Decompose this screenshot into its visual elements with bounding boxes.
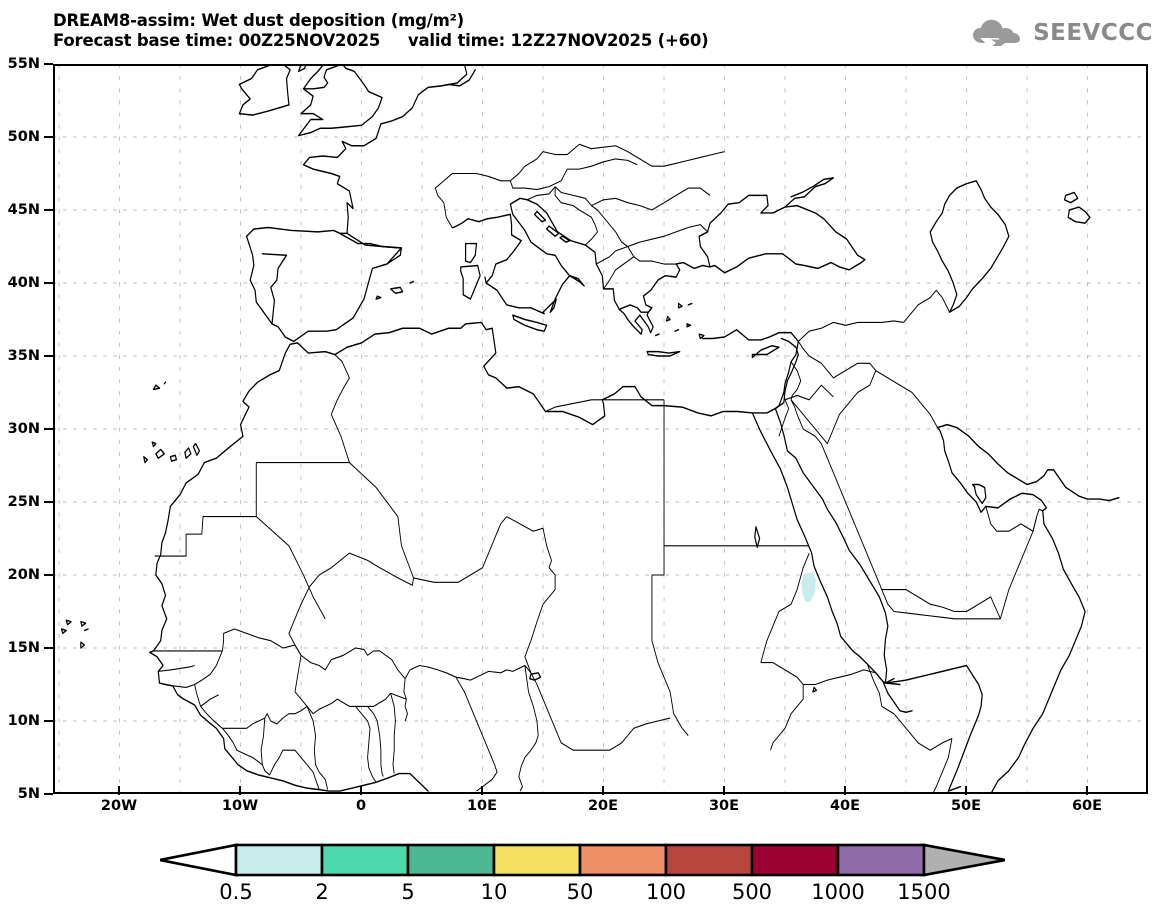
colorbar-tick-label: 10 — [480, 880, 508, 904]
chart-title-block: DREAM8-assim: Wet dust deposition (mg/m²… — [53, 11, 709, 51]
x-tick-mark — [602, 786, 604, 795]
colorbar-segment-5-10 — [406, 843, 496, 877]
x-tick-label: 10W — [221, 798, 259, 814]
x-tick-label: 60E — [1071, 798, 1103, 814]
colorbar-tick-label: 0.5 — [219, 880, 253, 904]
x-tick-mark — [965, 786, 967, 795]
y-tick-mark — [44, 428, 53, 430]
y-tick-label: 55N — [7, 56, 40, 72]
colorbar-tick-label: 100 — [645, 880, 687, 904]
seevccc-logo: SEEVCCC — [971, 16, 1153, 50]
x-tick-label: 20W — [100, 798, 138, 814]
y-tick-label: 25N — [7, 494, 40, 510]
x-tick-label: 30E — [708, 798, 740, 814]
colorbar-tick-label: 5 — [401, 880, 415, 904]
colorbar-tick-label: 50 — [566, 880, 594, 904]
colorbar-segment-10-50 — [492, 843, 582, 877]
colorbar[interactable]: 0.5 2 5 10 50 100 500 1000 1500 — [160, 843, 1005, 904]
y-tick-mark — [44, 720, 53, 722]
x-tick-label: 0 — [355, 798, 367, 814]
y-tick-mark — [44, 355, 53, 357]
chart-subtitle: Forecast base time: 00Z25NOV2025 valid t… — [53, 31, 709, 50]
colorbar-segment-1000-1500 — [836, 843, 926, 877]
y-tick-label: 20N — [7, 567, 40, 583]
x-tick-label: 40E — [829, 798, 861, 814]
map-canvas — [53, 64, 1148, 794]
cloud-arrow-icon — [973, 19, 1021, 47]
coastlines — [60, 64, 1120, 794]
logo-text: SEEVCCC — [1033, 20, 1153, 46]
colorbar-tick-label: 1000 — [811, 880, 865, 904]
x-tick-mark — [481, 786, 483, 795]
y-tick-label: 5N — [17, 786, 40, 802]
x-tick-mark — [1086, 786, 1088, 795]
colorbar-tick-label: 1500 — [897, 880, 951, 904]
y-tick-label: 45N — [7, 202, 40, 218]
y-tick-mark — [44, 574, 53, 576]
x-tick-label: 20E — [587, 798, 619, 814]
page-title: DREAM8-assim: Wet dust deposition (mg/m²… — [53, 11, 464, 30]
colorbar-over-arrow — [922, 843, 1005, 877]
y-tick-label: 35N — [7, 348, 40, 364]
y-tick-label: 50N — [7, 129, 40, 145]
y-tick-mark — [44, 501, 53, 503]
y-tick-label: 15N — [7, 640, 40, 656]
colorbar-segment-2-5 — [320, 843, 410, 877]
x-tick-label: 50E — [950, 798, 982, 814]
y-tick-mark — [44, 647, 53, 649]
x-tick-mark — [239, 786, 241, 795]
y-tick-mark — [44, 63, 53, 65]
y-tick-label: 30N — [7, 421, 40, 437]
y-tick-mark — [44, 136, 53, 138]
colorbar-segment-500-1000 — [750, 843, 840, 877]
deposition-data-layer — [801, 572, 816, 603]
colorbar-segment-50-100 — [578, 843, 668, 877]
x-tick-mark — [723, 786, 725, 795]
y-tick-mark — [44, 209, 53, 211]
map-plot-area[interactable] — [53, 64, 1148, 794]
colorbar-segment-0.5-2 — [234, 843, 324, 877]
y-tick-mark — [44, 793, 53, 795]
x-tick-mark — [360, 786, 362, 795]
x-tick-mark — [844, 786, 846, 795]
y-tick-mark — [44, 282, 53, 284]
x-tick-label: 10E — [466, 798, 498, 814]
colorbar-under-arrow — [160, 843, 238, 877]
colorbar-swatches — [160, 843, 1005, 877]
y-tick-label: 10N — [7, 713, 40, 729]
x-tick-mark — [118, 786, 120, 795]
deposition-patch-red-sea — [801, 572, 816, 603]
country-borders — [153, 143, 1043, 794]
colorbar-tick-label: 2 — [315, 880, 329, 904]
gridlines — [53, 64, 1148, 794]
colorbar-segment-100-500 — [664, 843, 754, 877]
colorbar-tick-label: 500 — [731, 880, 773, 904]
y-tick-label: 40N — [7, 275, 40, 291]
